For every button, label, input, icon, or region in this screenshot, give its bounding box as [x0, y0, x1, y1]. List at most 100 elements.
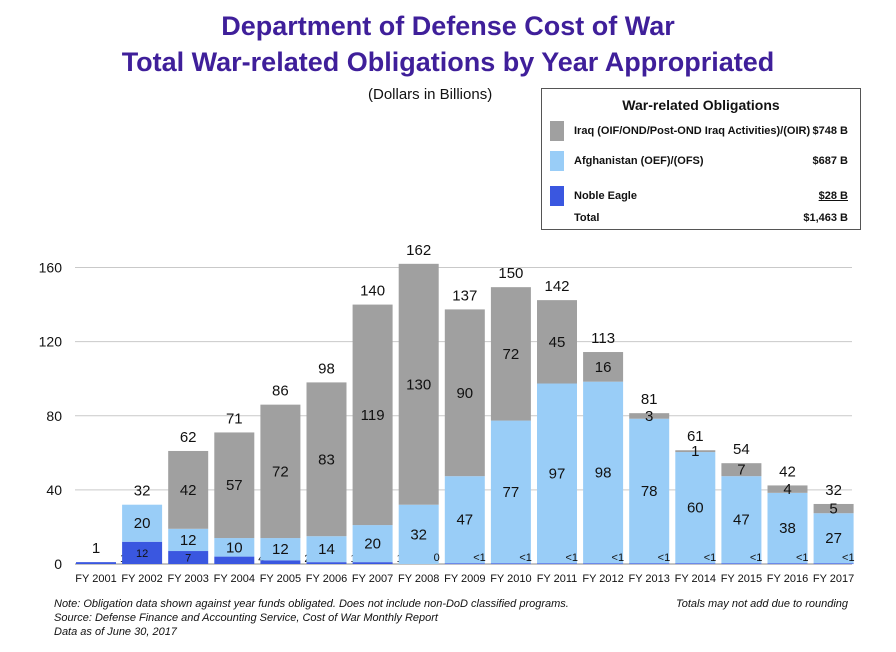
legend-item-noble-eagle: Noble Eagle $28 B: [550, 186, 852, 206]
legend-label-afghanistan: Afghanistan (OEF)/(OFS): [574, 155, 704, 167]
legend-swatch-afghanistan: [550, 151, 564, 171]
bar-segment-afghanistan: [767, 492, 808, 564]
bar-segment-iraq: [352, 304, 393, 526]
data-label-afghanistan: 27: [825, 530, 842, 547]
data-label-afghanistan: 10: [226, 539, 243, 556]
data-label-noble-eagle: <1: [565, 552, 578, 564]
legend-total-label: Total: [574, 212, 600, 224]
data-label-iraq: 57: [226, 477, 243, 494]
x-tick-label: FY 2010: [490, 573, 531, 585]
footnote-rounding: Totals may not add due to rounding: [676, 598, 849, 610]
bar-segment-noble-eagle: [629, 563, 670, 565]
bar-total-label: 71: [226, 410, 243, 427]
y-tick-label: 160: [39, 260, 63, 276]
bar-segment-afghanistan: [168, 528, 209, 552]
legend: War-related Obligations Iraq (OIF/OND/Po…: [541, 88, 861, 230]
data-label-iraq: 119: [361, 407, 385, 424]
bar-total-label: 54: [733, 441, 750, 458]
data-label-afghanistan: 97: [549, 465, 566, 482]
bar-segment-iraq: [444, 309, 485, 477]
bar-total-label: 150: [498, 265, 523, 282]
bar-segment-afghanistan: [813, 513, 854, 564]
bar-total-label: 98: [318, 360, 335, 377]
bar-total-label: 113: [591, 330, 615, 347]
data-label-iraq: 90: [456, 385, 473, 402]
data-label-iraq: 72: [503, 346, 520, 363]
x-tick-label: FY 2014: [675, 573, 716, 585]
data-label-afghanistan: 47: [456, 512, 473, 529]
y-tick-label: 120: [39, 334, 63, 350]
chart-subtitle: (Dollars in Billions): [368, 86, 493, 103]
bar-total-label: 140: [360, 283, 385, 300]
data-label-iraq: 72: [272, 463, 289, 480]
data-label-noble-eagle: 12: [136, 548, 148, 560]
bar-segment-afghanistan: [675, 452, 716, 564]
bar-segment-iraq: [490, 287, 531, 421]
data-label-afghanistan: 14: [318, 541, 335, 558]
bar-total-label: 62: [180, 429, 197, 446]
data-label-afghanistan: 20: [134, 515, 151, 532]
bar-segment-noble-eagle: [214, 556, 255, 564]
bar-segment-iraq: [583, 352, 624, 382]
legend-value-iraq: $748 B: [812, 125, 848, 137]
legend-label-iraq: Iraq (OIF/OND/Post-OND Iraq Activities)/…: [574, 125, 811, 137]
bar-total-label: 142: [544, 278, 569, 295]
bar-segment-afghanistan: [583, 381, 624, 564]
x-tick-label: FY 2003: [168, 573, 209, 585]
legend-title: War-related Obligations: [622, 97, 780, 113]
x-tick-label: FY 2008: [398, 573, 439, 585]
bar-segment-noble-eagle: [306, 562, 347, 564]
bar-segment-noble-eagle: [122, 541, 163, 564]
bar-segment-noble-eagle: [721, 563, 762, 565]
bar-segment-noble-eagle: [444, 563, 485, 565]
legend-item-afghanistan: Afghanistan (OEF)/(OFS) $687 B: [550, 151, 852, 171]
bar-total-label: 32: [825, 482, 842, 499]
bar-total-label: 1: [92, 540, 100, 557]
data-label-afghanistan: 12: [180, 532, 197, 549]
y-tick-label: 80: [46, 408, 62, 424]
chart-title-line1: Department of Defense Cost of War: [221, 11, 675, 41]
bar-segment-noble-eagle: [767, 563, 808, 565]
data-label-iraq: 130: [406, 376, 431, 393]
bar-segment-noble-eagle: [76, 562, 116, 564]
data-label-afghanistan: 38: [779, 520, 796, 537]
footnote-note: Note: Obligation data shown against year…: [54, 598, 569, 610]
bar-total-label: 137: [452, 287, 477, 304]
legend-total-row: Total $1,463 B: [550, 208, 852, 228]
bar-segment-noble-eagle: [813, 563, 854, 565]
bar-segment-afghanistan: [537, 383, 577, 564]
data-label-iraq: 3: [645, 408, 653, 425]
bar-segment-afghanistan: [444, 476, 485, 564]
x-tick-label: FY 2006: [306, 573, 347, 585]
x-tick-label: FY 2013: [629, 573, 670, 585]
bar-segment-afghanistan: [490, 420, 531, 564]
data-label-noble-eagle: <1: [704, 552, 717, 564]
bar-segment-noble-eagle: [168, 551, 209, 564]
chart-title-line2: Total War-related Obligations by Year Ap…: [121, 47, 775, 77]
data-label-afghanistan: 20: [364, 536, 381, 553]
bar-segment-iraq: [168, 450, 209, 529]
bar-segment-afghanistan: [721, 476, 762, 564]
data-label-noble-eagle: <1: [658, 552, 671, 564]
x-tick-label: FY 2011: [537, 573, 578, 585]
footnote-source: Source: Defense Finance and Accounting S…: [54, 612, 438, 624]
data-label-iraq: 4: [783, 481, 791, 498]
bar-segment-iraq: [537, 300, 577, 384]
bar-segment-noble-eagle: [675, 563, 716, 565]
data-label-afghanistan: 47: [733, 512, 750, 529]
data-label-afghanistan: 60: [687, 500, 704, 517]
bar-total-label: 162: [406, 242, 431, 259]
legend-item-iraq: Iraq (OIF/OND/Post-OND Iraq Activities)/…: [550, 121, 852, 141]
data-label-noble-eagle: <1: [842, 552, 855, 564]
data-label-noble-eagle: <1: [750, 552, 763, 564]
bar-segment-afghanistan: [398, 504, 439, 564]
x-tick-label: FY 2005: [260, 573, 301, 585]
data-label-noble-eagle: <1: [612, 552, 625, 564]
data-label-iraq: 16: [595, 359, 612, 376]
x-tick-label: FY 2016: [767, 573, 808, 585]
legend-swatch-iraq: [550, 121, 564, 141]
bar-segment-iraq: [260, 404, 301, 539]
data-label-noble-eagle: 0: [434, 552, 440, 564]
data-label-noble-eagle: <1: [473, 552, 486, 564]
